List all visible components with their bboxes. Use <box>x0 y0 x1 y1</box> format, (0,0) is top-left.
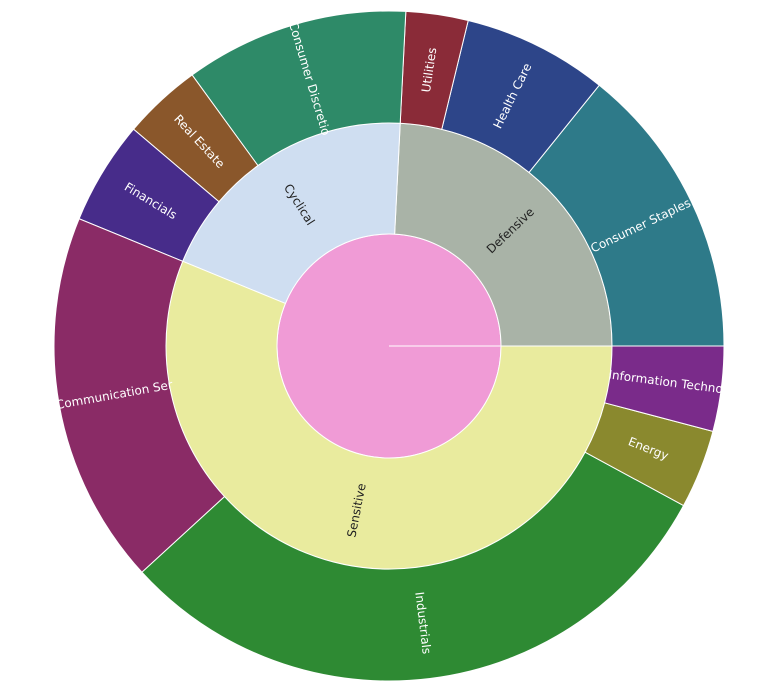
sunburst-sector-industrials[interactable] <box>141 451 685 682</box>
sunburst-sector-label-utilities: Utilities <box>419 47 439 94</box>
sunburst-sector-information-techno[interactable] <box>604 345 725 432</box>
